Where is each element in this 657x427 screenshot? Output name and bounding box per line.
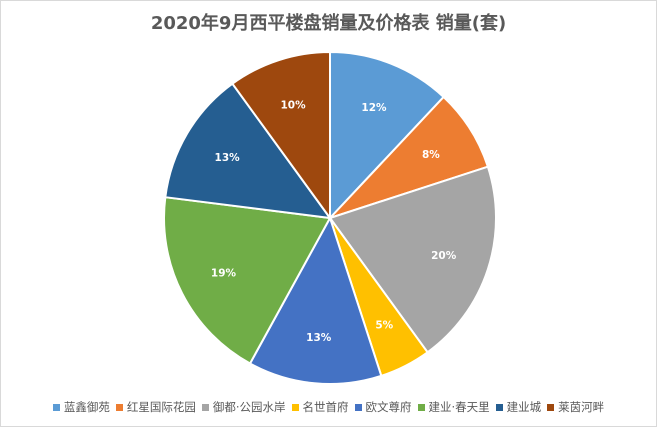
legend-swatch: [495, 403, 503, 411]
legend-item-建业-春天里: 建业·春天里: [417, 399, 490, 415]
legend-label: 建业·春天里: [428, 400, 490, 414]
legend-swatch: [52, 403, 60, 411]
pie-slice-欧文尊府: [248, 215, 383, 385]
legend-item-欧文尊府: 欧文尊府: [354, 399, 412, 415]
legend-item-莱茵河畔: 莱茵河畔: [547, 399, 604, 415]
data-label-建业-春天里: 19%: [211, 267, 237, 279]
data-label-蓝鑫御苑: 12%: [361, 102, 387, 114]
legend-label: 红星国际花园: [126, 400, 196, 414]
pie-chart: 12% 8% 20% 5% 13% 19% 13% 10%: [163, 50, 497, 385]
data-label-御都-公园水岸: 20%: [431, 250, 457, 262]
legend-label: 欧文尊府: [365, 400, 412, 414]
pie-slice-莱茵河畔: [231, 50, 331, 222]
data-label-莱茵河畔: 10%: [280, 99, 306, 111]
legend-swatch: [115, 403, 123, 411]
legend-item-建业城: 建业城: [495, 399, 542, 415]
pie-slice-建业城: [164, 82, 333, 220]
chart-title: 2020年9月西平楼盘销量及价格表 销量(套): [150, 13, 507, 34]
legend-label: 御都·公园水岸: [212, 400, 286, 414]
legend-label: 建业城: [506, 400, 542, 414]
legend-swatch: [201, 403, 209, 411]
data-label-建业城: 13%: [215, 152, 241, 164]
legend-swatch: [291, 403, 299, 411]
data-label-欧文尊府: 13%: [306, 332, 332, 344]
pie-slice-蓝鑫御苑: [329, 50, 446, 221]
legend-label: 莱茵河畔: [558, 400, 605, 414]
pie-slice-建业-春天里: [163, 196, 332, 365]
legend-label: 名世首府: [302, 400, 349, 414]
legend-item-红星国际花园: 红星国际花园: [115, 399, 196, 415]
pie-slice-御都-公园水岸: [328, 165, 497, 354]
legend-swatch: [417, 403, 425, 411]
data-label-红星国际花园: 8%: [422, 149, 440, 161]
legend-item-蓝鑫御苑: 蓝鑫御苑: [52, 399, 110, 415]
legend-label: 蓝鑫御苑: [63, 400, 110, 414]
legend-item-名世首府: 名世首府: [291, 399, 349, 415]
data-label-名世首府: 5%: [375, 319, 393, 331]
legend-swatch: [354, 403, 362, 411]
legend: 蓝鑫御苑 红星国际花园 御都·公园水岸 名世首府 欧文尊府 建业·春天里 建业城 莱茵河畔: [1, 399, 656, 415]
legend-swatch: [547, 403, 555, 411]
legend-item-御都-公园水岸: 御都·公园水岸: [201, 399, 286, 415]
